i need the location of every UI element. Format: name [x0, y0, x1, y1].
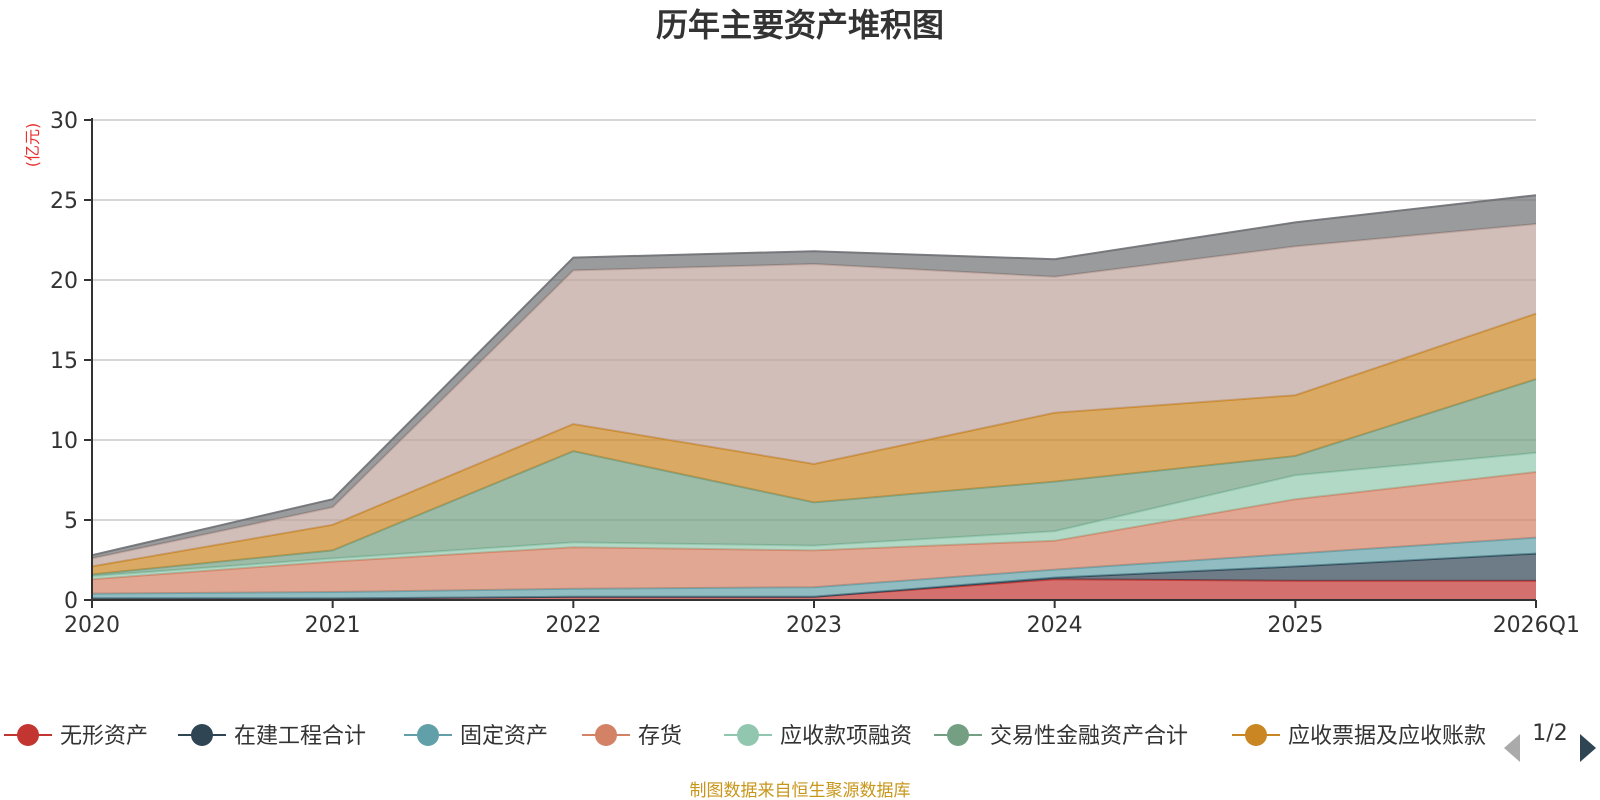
legend-marker	[191, 724, 213, 746]
legend-label: 交易性金融资产合计	[990, 724, 1188, 749]
legend-label: 存货	[638, 724, 682, 749]
y-tick-label: 5	[64, 509, 78, 534]
legend-page-indicator: 1/2	[1532, 721, 1567, 746]
area-series-2	[92, 553, 1536, 599]
legend-item[interactable]: 在建工程合计	[178, 724, 366, 749]
legend: 无形资产 在建工程合计 固定资产 存货 应收款项融资 交易性金融资产合计 应收票据及应收账款	[4, 724, 1486, 749]
x-tick-label: 2023	[786, 613, 842, 638]
area-series-1	[92, 579, 1536, 600]
x-tick-label: 2026Q1	[1493, 613, 1580, 638]
legend-prev-icon[interactable]	[1504, 734, 1520, 762]
legend-label: 无形资产	[60, 724, 148, 749]
legend-label: 应收款项融资	[780, 724, 912, 749]
y-tick-label: 15	[50, 349, 78, 374]
y-tick-label: 30	[50, 109, 78, 134]
legend-marker	[17, 724, 39, 746]
chart-title: 历年主要资产堆积图	[656, 6, 944, 44]
legend-item[interactable]: 存货	[582, 724, 682, 749]
x-tick-label: 2022	[545, 613, 601, 638]
legend-marker	[1245, 724, 1267, 746]
legend-marker	[737, 724, 759, 746]
area-series-5	[92, 452, 1536, 580]
y-tick-label: 10	[50, 429, 78, 454]
legend-item[interactable]: 应收票据及应收账款	[1232, 724, 1486, 749]
y-tick-label: 20	[50, 269, 78, 294]
legend-item[interactable]: 应收款项融资	[724, 724, 912, 749]
y-axis-unit: (亿元)	[23, 123, 42, 168]
legend-item[interactable]: 交易性金融资产合计	[934, 724, 1188, 749]
y-tick-label: 0	[64, 589, 78, 614]
legend-next-icon[interactable]	[1580, 734, 1596, 762]
x-tick-label: 2024	[1027, 613, 1083, 638]
legend-marker	[595, 724, 617, 746]
legend-label: 应收票据及应收账款	[1288, 724, 1486, 749]
legend-item[interactable]: 无形资产	[4, 724, 148, 749]
area-series-3	[92, 537, 1536, 599]
y-tick-label: 25	[50, 189, 78, 214]
source-note: 制图数据来自恒生聚源数据库	[690, 781, 911, 800]
legend-label: 在建工程合计	[234, 724, 366, 749]
legend-item[interactable]: 固定资产	[404, 724, 548, 749]
area-series-6	[92, 379, 1536, 576]
area-series-7	[92, 313, 1536, 575]
x-tick-label: 2025	[1267, 613, 1323, 638]
legend-marker	[417, 724, 439, 746]
area-line-9	[91, 194, 1537, 557]
legend-label: 固定资产	[460, 724, 548, 749]
legend-marker	[947, 724, 969, 746]
area-series-8	[92, 224, 1536, 567]
area-series	[91, 194, 1537, 600]
axes: 2020 2021 2022 2023 2024 2025 2026Q1	[64, 118, 1580, 638]
area-series-4	[92, 472, 1536, 594]
x-tick-label: 2021	[305, 613, 361, 638]
x-tick-label: 2020	[64, 613, 120, 638]
